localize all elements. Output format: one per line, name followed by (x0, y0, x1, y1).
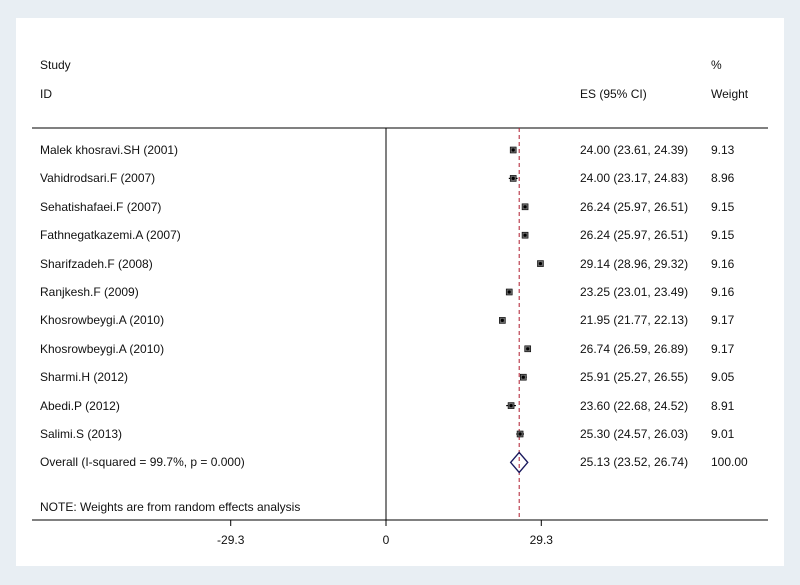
study-weight: 9.17 (711, 341, 735, 356)
study-es-ci: 23.60 (22.68, 24.52) (580, 398, 689, 413)
study-label: Vahidrodsari.F (2007) (40, 171, 156, 186)
study-label: Khosrowbeygi.A (2010) (40, 341, 165, 356)
study-point (511, 176, 515, 180)
study-point (500, 318, 504, 322)
study-es-ci: 26.24 (25.97, 26.51) (580, 228, 689, 243)
study-weight: 9.17 (711, 313, 735, 328)
study-weight: 9.15 (711, 228, 735, 243)
study-point (538, 262, 543, 266)
study-weight: 9.15 (711, 199, 735, 214)
study-label: Sharifzadeh.F (2008) (40, 256, 153, 271)
study-es-ci: 25.30 (24.57, 26.03) (580, 427, 689, 441)
study-weight: 9.13 (711, 143, 735, 157)
study-label: Salimi.S (2013) (40, 427, 123, 441)
study-es-ci: 23.25 (23.01, 23.49) (580, 285, 689, 299)
study-label: Abedi.P (2012) (40, 398, 120, 413)
overall-label: Overall (I-squared = 99.7%, p = 0.000) (40, 455, 245, 470)
study-es-ci: 26.74 (26.59, 26.89) (580, 341, 689, 356)
study-weight: 8.96 (711, 171, 735, 186)
study-es-ci: 24.00 (23.61, 24.39) (580, 143, 689, 157)
study-label: Sehatishafaei.F (2007) (40, 199, 162, 214)
study-es-ci: 25.91 (25.27, 26.55) (580, 370, 689, 385)
study-weight: 9.16 (711, 285, 735, 299)
header-id: ID (40, 87, 52, 101)
study-point (518, 432, 522, 436)
x-tick-label: 0 (382, 533, 390, 547)
x-tick-label: -29.3 (217, 533, 245, 547)
study-label: Khosrowbeygi.A (2010) (40, 313, 165, 328)
study-point (521, 375, 525, 379)
study-point (507, 290, 511, 294)
study-label: Malek khosravi.SH (2001) (40, 143, 179, 157)
header-es: ES (95% CI) (580, 87, 647, 101)
study-weight: 9.16 (711, 256, 735, 271)
study-es-ci: 29.14 (28.96, 29.32) (580, 256, 689, 271)
study-weight: 8.91 (711, 398, 735, 413)
overall-diamond (509, 451, 529, 474)
study-label: Sharmi.H (2012) (40, 370, 129, 385)
study-es-ci: 21.95 (21.77, 22.13) (580, 313, 689, 328)
study-point (511, 148, 515, 152)
study-weight: 9.05 (711, 370, 735, 385)
study-point (523, 205, 527, 209)
x-tick-label: 29.3 (529, 533, 553, 547)
study-es-ci: 26.24 (25.97, 26.51) (580, 199, 689, 214)
study-es-ci: 24.00 (23.17, 24.83) (580, 171, 689, 186)
plot-panel (16, 18, 784, 566)
study-point (523, 233, 527, 237)
note-text: NOTE: Weights are from random effects an… (40, 500, 301, 514)
overall-es-ci: 25.13 (23.52, 26.74) (580, 455, 689, 470)
study-label: Ranjkesh.F (2009) (40, 285, 139, 299)
header-weight-pct: % (711, 58, 722, 72)
study-point (509, 404, 513, 408)
study-point (526, 347, 530, 351)
header-weight: Weight (711, 87, 749, 101)
header-study: Study (40, 58, 71, 72)
study-label: Fathnegatkazemi.A (2007) (40, 228, 181, 243)
overall-weight: 100.00 (711, 455, 748, 470)
study-weight: 9.01 (711, 427, 735, 441)
